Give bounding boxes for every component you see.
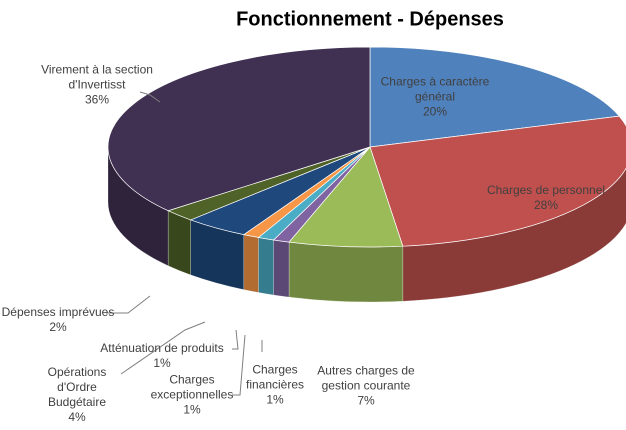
- slice-side: [273, 239, 290, 298]
- data-label: Virement à la section d'Invertisst 36%: [22, 63, 172, 108]
- data-label: Dépenses imprévues 2%: [0, 305, 118, 335]
- leader-lines: [106, 91, 263, 396]
- leader-line: [232, 334, 246, 396]
- slice-side: [258, 237, 274, 296]
- value-label: 4%: [68, 410, 86, 424]
- slice: [369, 115, 626, 247]
- slice-side: [167, 210, 191, 276]
- category-label: Charges financières: [245, 362, 305, 392]
- category-label: Atténuation de produits: [100, 341, 224, 355]
- data-label: Opérations d'Ordre Budgétaire 4%: [37, 365, 117, 425]
- data-label: Atténuation de produits 1%: [87, 341, 237, 371]
- data-label: Charges financières 1%: [240, 363, 310, 408]
- slice-side: [243, 234, 259, 293]
- data-label: Charges à caractère général 20%: [370, 75, 500, 120]
- value-label: 20%: [422, 104, 448, 119]
- category-label: Charges de personnel: [486, 183, 606, 197]
- chart-title: Fonctionnement - Dépenses: [236, 8, 504, 31]
- leader-line: [120, 321, 206, 375]
- category-label: Dépenses imprévues: [1, 305, 115, 319]
- leader-line: [232, 329, 239, 350]
- pie-tops: [107, 46, 626, 248]
- category-label: Charges à caractère général: [380, 74, 490, 104]
- value-label: 1%: [183, 402, 201, 417]
- value-label: 1%: [266, 392, 284, 407]
- slice: [288, 146, 404, 248]
- value-label: 2%: [49, 320, 67, 334]
- leader-line: [106, 295, 151, 314]
- data-label: Autres charges de gestion courante 7%: [301, 364, 431, 409]
- leader-line: [139, 91, 161, 103]
- category-label: Charges exceptionnelles: [150, 372, 234, 402]
- slice-side: [288, 241, 404, 303]
- category-label: Autres charges de gestion courante: [317, 363, 415, 393]
- slice: [107, 46, 371, 212]
- slice: [369, 46, 620, 148]
- value-label: 1%: [153, 356, 171, 370]
- data-label: Charges de personnel 28%: [476, 183, 616, 213]
- value-label: 7%: [357, 393, 375, 408]
- category-label: Opérations d'Ordre Budgétaire: [47, 365, 107, 409]
- category-label: Virement à la section d'Invertisst: [41, 62, 153, 92]
- value-label: 36%: [84, 92, 110, 107]
- data-label: Charges exceptionnelles 1%: [142, 373, 242, 418]
- value-label: 28%: [533, 198, 559, 212]
- pie-sides: [107, 146, 626, 303]
